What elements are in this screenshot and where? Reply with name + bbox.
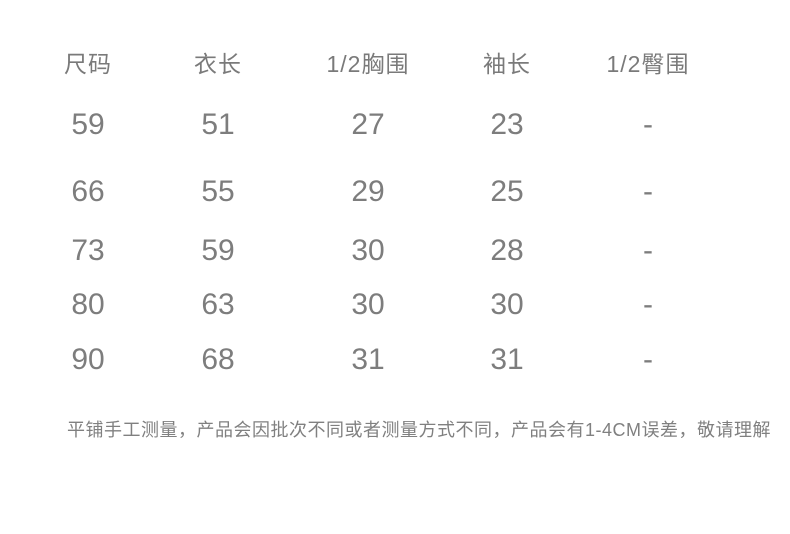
table-cell-length: 55: [201, 175, 235, 208]
table-cell-hip: -: [643, 287, 653, 321]
table-cell-length: 51: [201, 108, 235, 141]
column-header-size: 尺码: [64, 51, 112, 77]
column-header-length: 衣长: [194, 51, 242, 77]
table-cell-length: 68: [201, 343, 235, 376]
column-header-hip: 1/2臀围: [606, 51, 690, 77]
table-cell-length: 59: [201, 233, 235, 267]
table-cell-hip: -: [643, 108, 653, 141]
measurement-note: 平铺手工测量，产品会因批次不同或者测量方式不同，产品会有1-4CM误差，敬请理解: [67, 420, 772, 440]
table-cell-size: 80: [71, 287, 105, 321]
table-cell-chest: 31: [351, 343, 385, 376]
size-chart-table: 尺码 衣长 1/2胸围 袖长 1/2臀围 59 51 27 23 - 66 55…: [18, 34, 790, 388]
table-cell-sleeve: 23: [490, 108, 524, 141]
table-cell-chest: 30: [351, 287, 385, 321]
table-cell-sleeve: 28: [490, 233, 524, 267]
table-cell-sleeve: 25: [490, 175, 524, 208]
table-cell-size: 66: [71, 175, 105, 208]
table-cell-size: 73: [71, 233, 105, 267]
table-cell-chest: 29: [351, 175, 385, 208]
table-cell-hip: -: [643, 233, 653, 267]
table-cell-chest: 27: [351, 108, 385, 141]
table-cell-hip: -: [643, 343, 653, 376]
table-cell-size: 59: [71, 108, 105, 141]
table-cell-sleeve: 31: [490, 343, 524, 376]
table-cell-sleeve: 30: [490, 287, 524, 321]
table-cell-chest: 30: [351, 233, 385, 267]
column-header-chest: 1/2胸围: [326, 51, 410, 77]
table-cell-size: 90: [71, 343, 105, 376]
column-header-sleeve: 袖长: [483, 51, 531, 77]
table-cell-hip: -: [643, 175, 653, 208]
table-cell-length: 63: [201, 287, 235, 321]
